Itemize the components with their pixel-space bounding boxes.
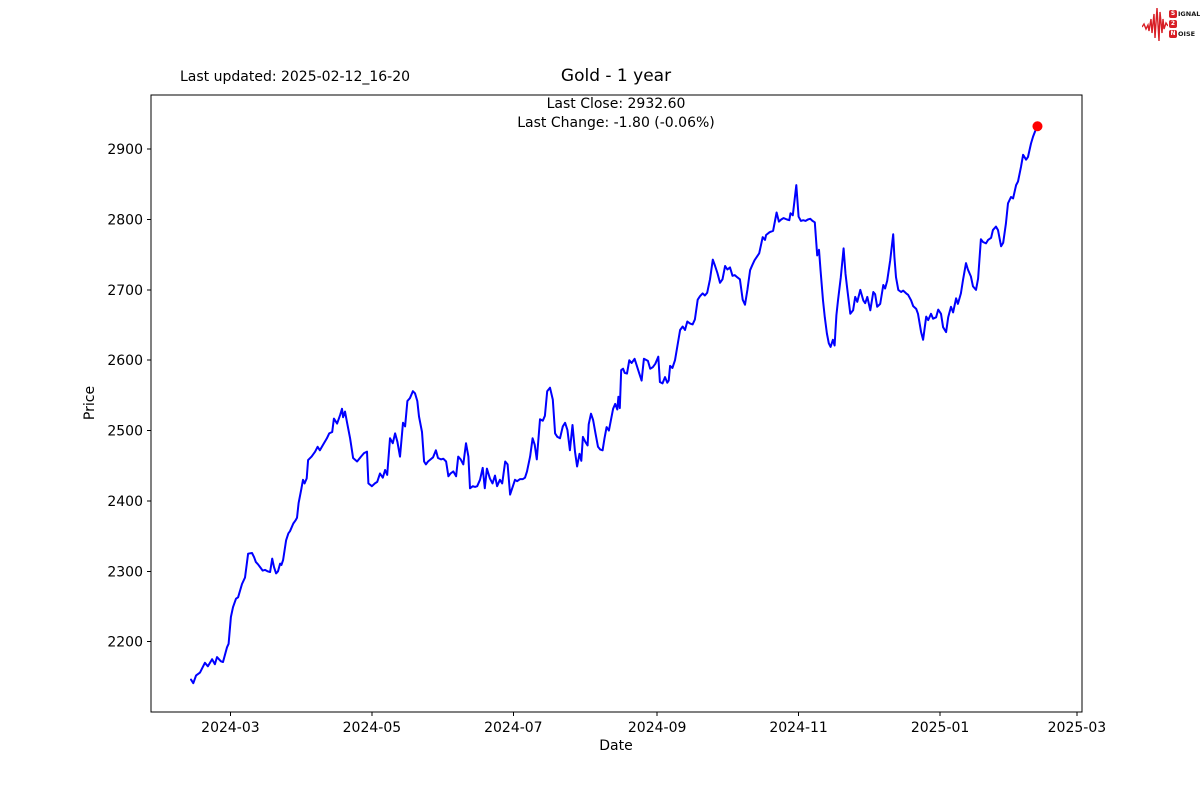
y-tick-label: 2900: [107, 142, 143, 158]
logo-text-oise: OISE: [1178, 30, 1196, 38]
x-tick-label: 2024-09: [628, 720, 687, 736]
last-close-annotation: Last Close: 2932.60: [546, 96, 686, 112]
x-tick-label: 2025-03: [1048, 720, 1107, 736]
y-tick-label: 2800: [107, 213, 143, 229]
logo-box-n: N: [1169, 30, 1177, 38]
y-tick-label: 2700: [107, 283, 143, 299]
last-change-annotation: Last Change: -1.80 (-0.06%): [517, 115, 715, 131]
x-tick-label: 2024-11: [769, 720, 828, 736]
x-tick-label: 2024-07: [484, 720, 543, 736]
axes-spines: [150, 94, 1083, 713]
y-axis-label: Price: [82, 385, 98, 421]
x-tick-label: 2025-01: [911, 720, 970, 736]
x-tick-label: 2024-03: [201, 720, 260, 736]
chart-title: Gold - 1 year: [560, 66, 672, 86]
last-price-marker: [1032, 121, 1043, 132]
logo-box-2: 2: [1169, 20, 1177, 28]
y-tick-label: 2300: [107, 564, 143, 580]
logo-box-s: S: [1169, 10, 1177, 18]
logo-text-ignal: IGNAL: [1178, 10, 1200, 18]
x-axis-label: Date: [599, 738, 633, 754]
y-tick-label: 2400: [107, 494, 143, 510]
waveform-icon: [1142, 7, 1168, 42]
brand-logo: S IGNAL 2 N OISE: [1142, 3, 1200, 45]
x-tick-label: 2024-05: [343, 720, 402, 736]
y-tick-label: 2500: [107, 424, 143, 440]
logo-text: S IGNAL 2 N OISE: [1169, 10, 1200, 39]
y-tick-label: 2200: [107, 635, 143, 651]
price-line: [190, 125, 1039, 685]
last-updated-text: Last updated: 2025-02-12_16-20: [180, 69, 411, 85]
y-tick-label: 2600: [107, 353, 143, 369]
